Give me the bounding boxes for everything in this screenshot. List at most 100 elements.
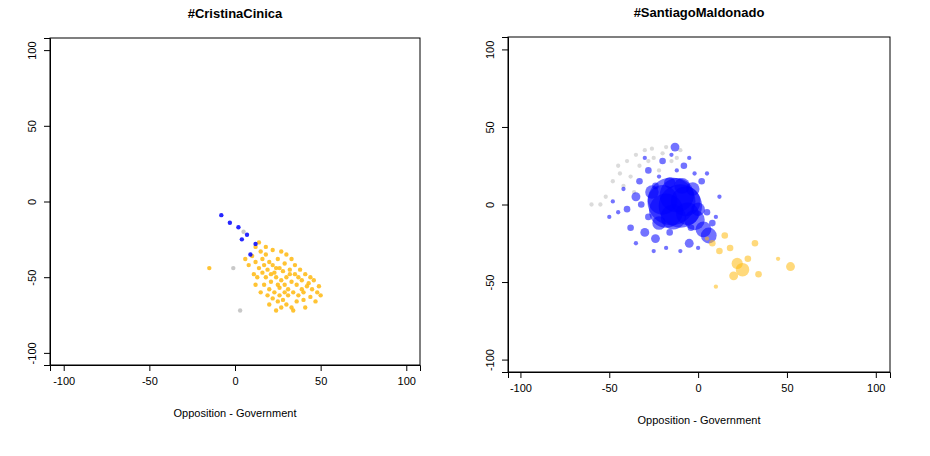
point [260, 270, 264, 274]
points [589, 143, 795, 289]
point [240, 237, 244, 241]
x-tick: 100 [398, 365, 416, 387]
point [276, 283, 280, 287]
x-tick-mark [698, 372, 699, 378]
point [253, 242, 257, 246]
point [675, 156, 679, 160]
point [669, 153, 673, 157]
point [296, 275, 300, 279]
point [296, 293, 300, 297]
point [303, 305, 307, 309]
series [207, 240, 323, 313]
x-tick-mark [876, 372, 877, 378]
point [616, 164, 620, 168]
point [636, 178, 643, 185]
y-tick-label: -100 [484, 349, 496, 371]
chart: -100 -50 0 50 100-100 -50 0 50 100 #SantiagoMaldo… [484, 5, 891, 426]
point [660, 151, 664, 155]
point [659, 158, 666, 165]
x-tick: -50 [142, 365, 158, 387]
y-tick: -100 [484, 349, 508, 371]
point [652, 183, 659, 190]
y-axis: -100 -50 0 50 100 [484, 38, 509, 373]
point [279, 249, 283, 253]
point [621, 187, 625, 191]
point [300, 278, 304, 282]
point [284, 275, 288, 279]
point [270, 248, 274, 252]
point [752, 240, 759, 247]
y-tick-label: -50 [484, 275, 496, 291]
y-tick-mark [44, 50, 50, 51]
x-tick-mark [787, 372, 788, 378]
y-tick: -100 [26, 342, 50, 364]
x-tick: 50 [781, 372, 793, 394]
point [258, 290, 262, 294]
point [318, 293, 322, 297]
y-tick-mark [502, 360, 508, 361]
point [253, 283, 257, 287]
point [669, 159, 673, 163]
point [274, 308, 278, 312]
point [755, 271, 762, 278]
y-axis-line [502, 38, 509, 373]
point [652, 216, 666, 230]
chart-title: #CristinaCinica [188, 6, 283, 21]
point [637, 164, 641, 168]
y-tick: 0 [484, 202, 508, 208]
y-tick-mark [44, 353, 50, 354]
point [282, 283, 286, 287]
x-tick-mark [235, 365, 236, 371]
point [745, 255, 752, 262]
point [293, 263, 297, 267]
x-tick-mark [609, 372, 610, 378]
y-tick: 100 [484, 41, 508, 59]
point [604, 195, 608, 199]
point [293, 272, 297, 276]
point [281, 298, 285, 302]
x-tick-label: 100 [398, 375, 416, 387]
point [265, 293, 269, 297]
y-tick-label: 50 [26, 120, 38, 132]
point [678, 249, 682, 253]
y-tick: 50 [484, 121, 508, 133]
point [306, 281, 310, 285]
point [729, 271, 738, 280]
point [279, 278, 283, 282]
point [269, 280, 273, 284]
point [247, 263, 251, 267]
point [638, 201, 645, 208]
point [786, 262, 795, 271]
point [628, 174, 632, 178]
point [709, 240, 716, 247]
point [274, 275, 278, 279]
point [262, 263, 266, 267]
point [666, 229, 673, 236]
point [308, 295, 312, 299]
point [657, 174, 661, 178]
point [286, 287, 290, 291]
point [270, 263, 274, 267]
x-tick-mark [64, 365, 65, 371]
point [255, 275, 259, 279]
point [288, 267, 292, 271]
chart-title: #SantiagoMaldonado [634, 5, 765, 20]
point [243, 257, 247, 261]
x-tick-label: 0 [696, 382, 702, 394]
point [245, 233, 249, 237]
x-tick-label: -100 [510, 382, 532, 394]
point [618, 171, 622, 175]
x-axis: -100-50050100 [509, 372, 891, 394]
point [276, 257, 280, 261]
point [664, 246, 668, 250]
point [264, 275, 268, 279]
point [652, 249, 656, 253]
point [289, 280, 293, 284]
x-tick-mark [520, 372, 521, 378]
x-axis: -100-50050100 [51, 365, 421, 387]
series [231, 230, 246, 313]
point [303, 272, 307, 276]
point [258, 249, 262, 253]
point [714, 285, 718, 289]
x-tick: 0 [696, 372, 702, 394]
